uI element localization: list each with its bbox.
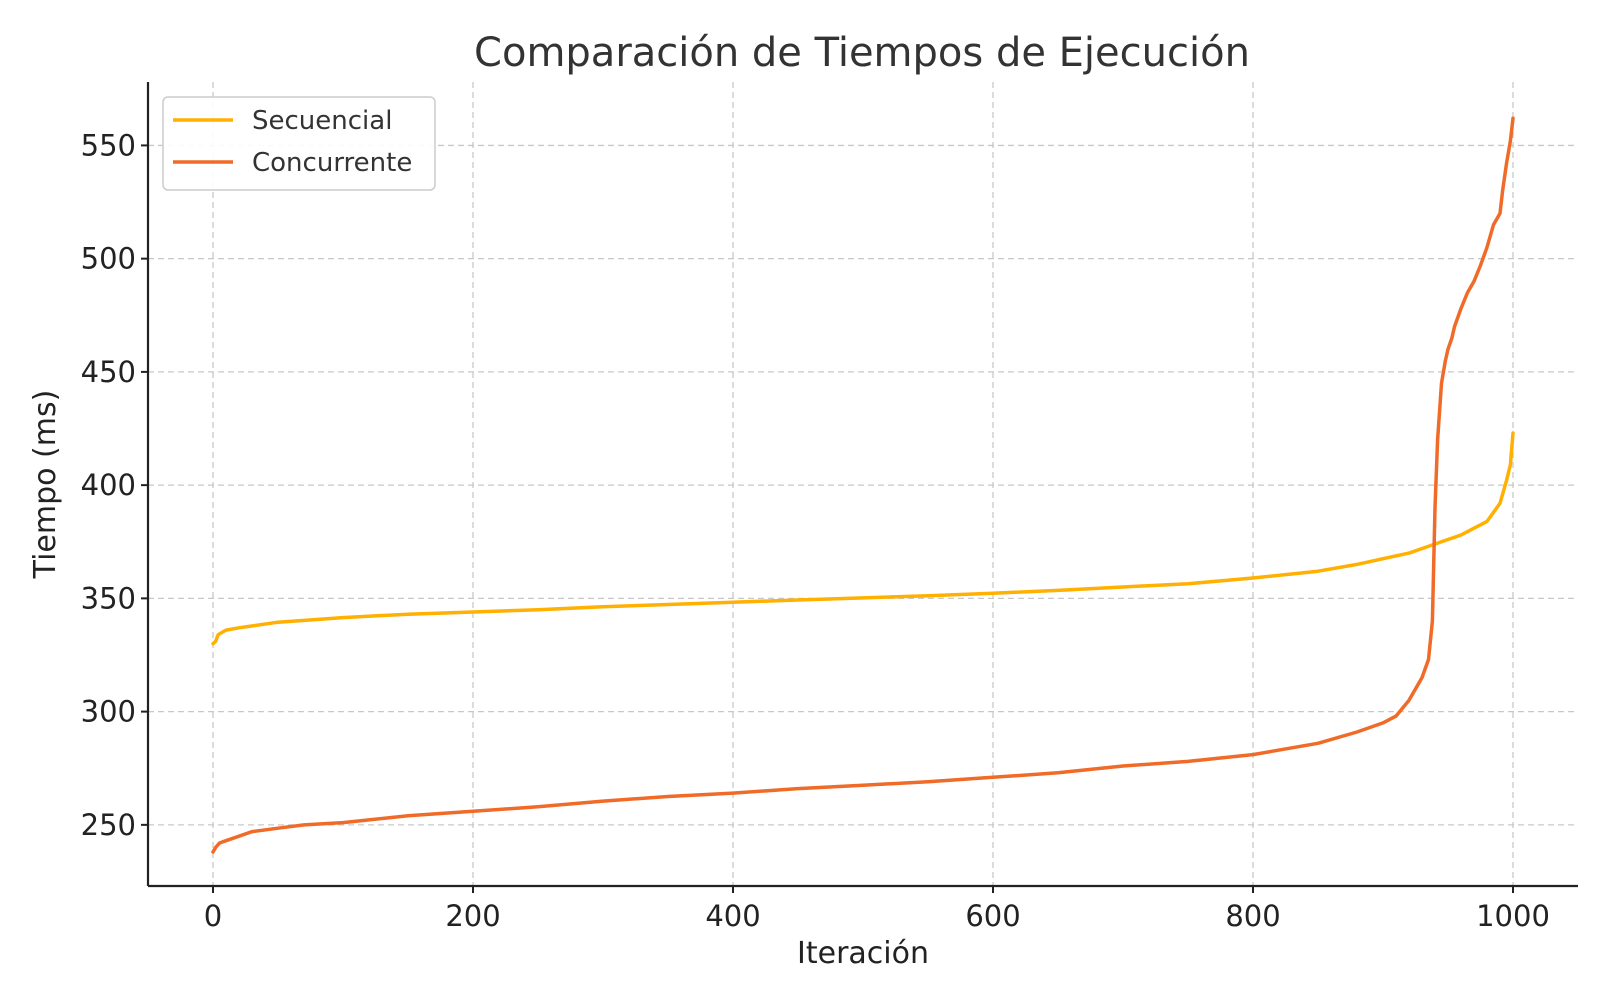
y-tick-label: 250 [81,808,136,842]
y-axis-label: Tiempo (ms) [28,390,63,580]
series-line-concurrente [211,116,1515,854]
y-tick-label: 350 [81,581,136,615]
legend-label-concurrente: Concurrente [252,148,412,178]
x-tick-label: 800 [1225,899,1280,933]
axes [146,82,1578,888]
y-tick-label: 550 [81,128,136,162]
chart-title: Comparación de Tiempos de Ejecución [474,30,1250,76]
x-tick-label: 1000 [1476,899,1550,933]
x-tick-label: 200 [445,899,500,933]
series-lines [211,116,1515,854]
series-line-secuencial [211,431,1515,646]
y-tick-label: 400 [81,468,136,502]
legend: Secuencial Concurrente [162,96,436,191]
ticks: 0 200 400 600 800 1000 250 300 350 400 450 500 550 [81,128,1550,933]
y-tick-label: 500 [81,242,136,276]
x-tick-label: 600 [965,899,1020,933]
y-tick-label: 450 [81,355,136,389]
y-tick-label: 300 [81,695,136,729]
x-axis-label: Iteración [797,936,929,971]
grid [148,82,1578,886]
x-tick-label: 400 [705,899,760,933]
legend-label-secuencial: Secuencial [252,106,392,136]
x-tick-label: 0 [204,899,222,933]
